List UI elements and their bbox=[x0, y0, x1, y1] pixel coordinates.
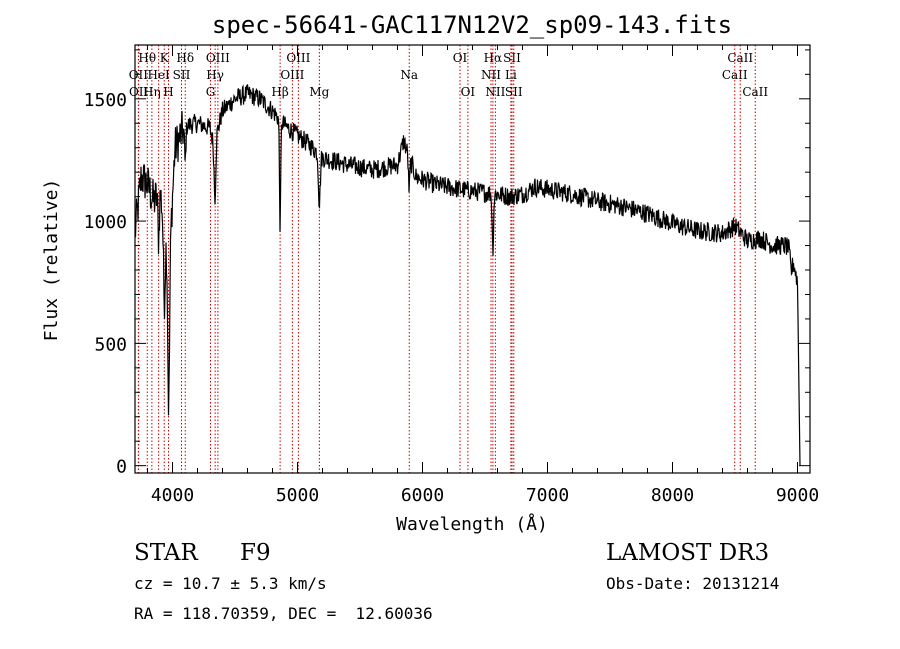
line-marker-label: OI bbox=[453, 51, 468, 65]
obs-date: Obs-Date: 20131214 bbox=[606, 574, 780, 593]
line-marker-label: NII bbox=[485, 85, 505, 99]
x-axis-label: Wavelength (Å) bbox=[396, 513, 548, 535]
x-tick-label: 9000 bbox=[776, 485, 819, 506]
line-marker-label: G bbox=[206, 85, 216, 99]
line-marker-label: Mg bbox=[309, 85, 329, 99]
line-marker-label: H bbox=[163, 85, 173, 99]
line-marker-label: NII bbox=[481, 68, 501, 82]
line-marker-label: Hδ bbox=[176, 51, 194, 65]
chart-title: spec-56641-GAC117N12V2_sp09-143.fits bbox=[212, 11, 732, 39]
spectrum-line bbox=[134, 84, 801, 466]
line-marker-label: OIII bbox=[206, 51, 230, 65]
survey-name: LAMOST DR3 bbox=[606, 540, 770, 566]
line-marker-label: Hγ bbox=[206, 68, 224, 82]
line-marker-label: HeI bbox=[147, 68, 170, 82]
line-marker-label: SII bbox=[505, 85, 523, 99]
line-marker-label: OI bbox=[461, 85, 476, 99]
line-marker-label: Hα bbox=[484, 51, 503, 65]
x-tick-label: 6000 bbox=[401, 485, 444, 506]
line-marker-label: Hη bbox=[143, 85, 161, 99]
spectral-subclass: F9 bbox=[240, 540, 271, 566]
y-tick-label: 500 bbox=[94, 334, 127, 355]
line-marker-label: SII bbox=[173, 68, 191, 82]
redshift-cz: cz = 10.7 ± 5.3 km/s bbox=[134, 574, 327, 593]
axis-ticks: 4000 5000 6000 7000 8000 9000 0 500 1000 1500 bbox=[84, 45, 819, 506]
line-marker-label: OII bbox=[129, 85, 149, 99]
x-tick-label: 7000 bbox=[526, 485, 569, 506]
line-marker-label: K bbox=[160, 51, 170, 65]
y-tick-label: 1000 bbox=[84, 212, 127, 233]
line-marker-label: Na bbox=[400, 68, 418, 82]
line-marker-label: Hθ bbox=[138, 51, 156, 65]
coordinates: RA = 118.70359, DEC = 12.60036 bbox=[134, 604, 433, 623]
line-marker-label: CaII bbox=[722, 68, 748, 82]
line-marker-label: CaII bbox=[742, 85, 768, 99]
plot-frame bbox=[134, 44, 811, 474]
line-marker-label: OII bbox=[129, 68, 149, 82]
y-axis-label: Flux (relative) bbox=[41, 179, 62, 342]
object-class: STAR bbox=[134, 540, 198, 566]
line-marker-label: Li bbox=[505, 68, 517, 82]
x-tick-label: 8000 bbox=[651, 485, 694, 506]
x-tick-label: 5000 bbox=[276, 485, 319, 506]
line-marker-label: SII bbox=[503, 51, 521, 65]
line-marker-label: Hβ bbox=[271, 85, 288, 99]
y-tick-label: 1500 bbox=[84, 90, 127, 111]
line-marker-label: OIII bbox=[280, 68, 304, 82]
y-tick-label: 0 bbox=[116, 457, 127, 478]
line-marker-label: OIII bbox=[286, 51, 310, 65]
x-tick-label: 4000 bbox=[151, 485, 194, 506]
line-marker-label: CaII bbox=[727, 51, 753, 65]
